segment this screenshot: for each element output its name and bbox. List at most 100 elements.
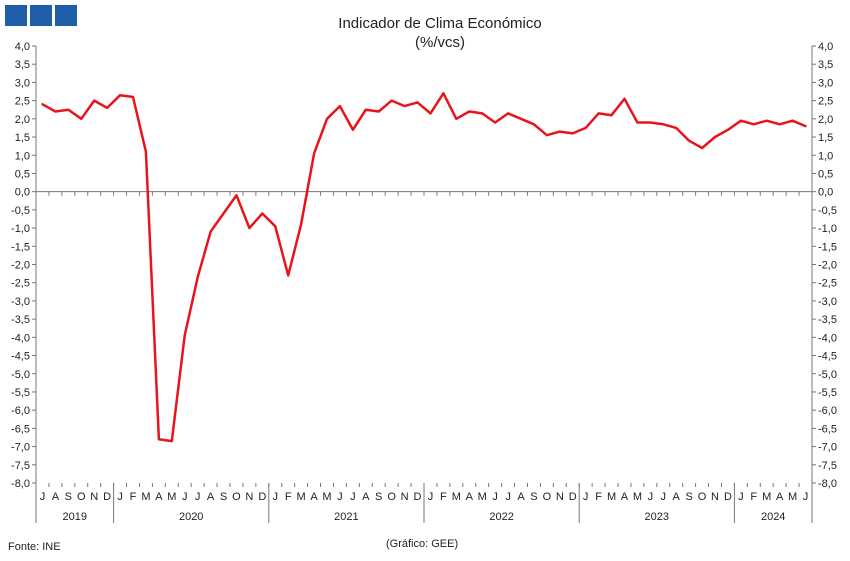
y-tick-label-left: -8,0: [11, 478, 30, 490]
y-tick-label-left: 2,0: [15, 114, 30, 126]
tick-labels: 4,0 4,0 3,5 3,5 3,0 3,0 2,5 2,5 2,0 2,0 1,5 1,5 1,0 1…: [11, 41, 837, 490]
y-tick-label-left: -3,5: [11, 314, 30, 326]
month-label: S: [65, 491, 72, 503]
y-tick-label-right: -8,0: [818, 478, 837, 490]
month-label: J: [337, 491, 343, 503]
month-label: F: [130, 491, 137, 503]
month-label: S: [530, 491, 537, 503]
month-label: J: [195, 491, 201, 503]
y-tick-label-left: -5,0: [11, 369, 30, 381]
chart-subtitle: (%/vcs): [415, 34, 465, 51]
month-label: J: [273, 491, 279, 503]
y-tick-label-right: 0,5: [818, 168, 833, 180]
y-tick-label-left: -6,5: [11, 423, 30, 435]
month-label: M: [141, 491, 150, 503]
month-label: F: [595, 491, 602, 503]
month-label: J: [40, 491, 46, 503]
month-label: M: [167, 491, 176, 503]
gee-logo: [5, 5, 77, 26]
month-label: N: [556, 491, 564, 503]
month-label: J: [648, 491, 654, 503]
y-tick-label-right: -0,5: [818, 205, 837, 217]
month-label: F: [440, 491, 447, 503]
month-label: D: [569, 491, 577, 503]
month-label: J: [583, 491, 589, 503]
month-label: M: [478, 491, 487, 503]
y-tick-label-left: 3,0: [15, 77, 30, 89]
year-label: 2019: [63, 511, 87, 523]
y-tick-label-right: -5,5: [818, 387, 837, 399]
y-tick-label-left: -7,0: [11, 442, 30, 454]
y-tick-label-left: -1,5: [11, 241, 30, 253]
month-label: J: [505, 491, 511, 503]
y-tick-label-left: -5,5: [11, 387, 30, 399]
y-tick-label-left: -7,5: [11, 460, 30, 472]
y-tick-label-right: 3,0: [818, 77, 833, 89]
y-tick-label-right: -1,0: [818, 223, 837, 235]
y-tick-label-right: -2,0: [818, 260, 837, 272]
y-tick-label-left: 1,5: [15, 132, 30, 144]
month-label: S: [685, 491, 692, 503]
y-tick-label-right: -4,0: [818, 332, 837, 344]
credit-note: (Gráfico: GEE): [386, 538, 459, 550]
month-label: A: [517, 491, 525, 503]
y-tick-label-right: 2,5: [818, 96, 833, 108]
year-label: 2020: [179, 511, 203, 523]
year-label: 2021: [334, 511, 358, 523]
month-label: F: [285, 491, 292, 503]
y-tick-label-left: 0,5: [15, 168, 30, 180]
y-tick-label-right: -1,5: [818, 241, 837, 253]
logo-square: [30, 5, 52, 26]
year-label: 2024: [761, 511, 785, 523]
month-label: D: [724, 491, 732, 503]
month-label: A: [621, 491, 629, 503]
month-label: N: [90, 491, 98, 503]
y-tick-label-left: -4,5: [11, 351, 30, 363]
month-label: F: [750, 491, 757, 503]
source-note: Fonte: INE: [8, 541, 61, 553]
y-tick-label-right: 3,5: [818, 59, 833, 71]
year-label: 2023: [645, 511, 669, 523]
month-label: M: [452, 491, 461, 503]
y-tick-label-left: -2,0: [11, 260, 30, 272]
y-tick-label-right: -6,5: [818, 423, 837, 435]
y-tick-label-right: 1,5: [818, 132, 833, 144]
y-tick-label-right: -5,0: [818, 369, 837, 381]
month-label: D: [258, 491, 266, 503]
series-line: [41, 92, 807, 443]
month-label: M: [762, 491, 771, 503]
month-label: A: [155, 491, 163, 503]
month-label: O: [698, 491, 707, 503]
y-tick-label-right: -3,0: [818, 296, 837, 308]
month-label: A: [673, 491, 681, 503]
month-label: J: [350, 491, 356, 503]
month-label: N: [401, 491, 409, 503]
month-label: A: [52, 491, 60, 503]
y-tick-label-left: -4,0: [11, 332, 30, 344]
y-tick-label-left: -2,5: [11, 278, 30, 290]
month-label: M: [297, 491, 306, 503]
month-label: J: [492, 491, 498, 503]
month-label: D: [414, 491, 422, 503]
month-label: O: [232, 491, 241, 503]
month-label: D: [103, 491, 111, 503]
y-tick-label-left: 4,0: [15, 41, 30, 53]
month-label: J: [803, 491, 809, 503]
month-label: N: [711, 491, 719, 503]
month-label: J: [117, 491, 123, 503]
y-tick-label-left: 1,0: [15, 150, 30, 162]
year-label: 2022: [489, 511, 513, 523]
month-label: S: [375, 491, 382, 503]
y-tick-label-right: 4,0: [818, 41, 833, 53]
y-tick-label-right: 0,0: [818, 187, 833, 199]
month-label: J: [738, 491, 744, 503]
y-tick-label-right: -2,5: [818, 278, 837, 290]
month-label: O: [77, 491, 86, 503]
month-label: A: [466, 491, 474, 503]
y-tick-label-left: 3,5: [15, 59, 30, 71]
y-tick-label-left: 2,5: [15, 96, 30, 108]
month-label: O: [543, 491, 552, 503]
month-label: A: [362, 491, 370, 503]
